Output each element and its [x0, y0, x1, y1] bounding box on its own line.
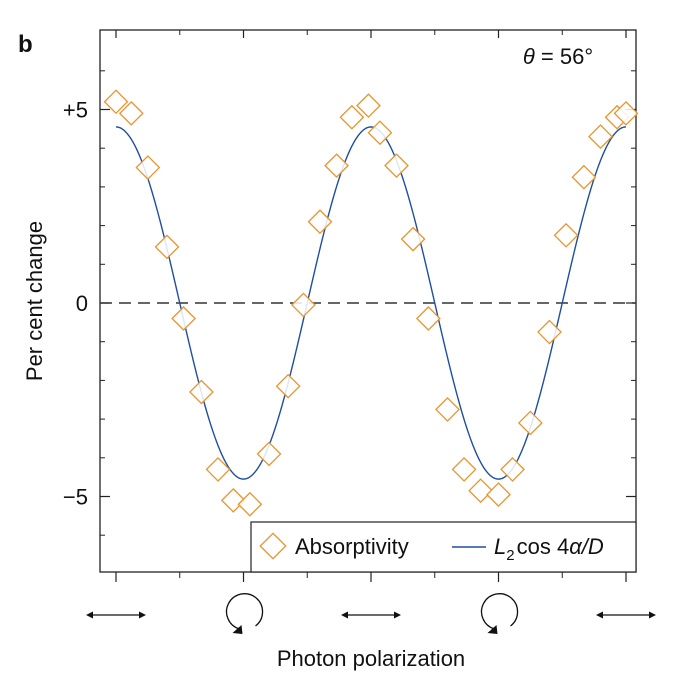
- y-tick-label: −5: [63, 485, 88, 510]
- x-ticks: [115, 30, 627, 582]
- absorptivity-point: [400, 226, 426, 252]
- absorptivity-point: [537, 319, 562, 345]
- circular-polarization-icon: [225, 593, 264, 630]
- absorptivity-point: [553, 222, 579, 248]
- theta-symbol: θ: [523, 44, 535, 69]
- absorptivity-point: [468, 478, 494, 504]
- legend-fit-subscript: 2: [506, 547, 514, 564]
- circular-arrowhead-icon: [232, 625, 243, 634]
- arrowhead-right-icon: [649, 611, 656, 619]
- y-minor-ticks: [100, 70, 636, 536]
- absorptivity-point: [500, 456, 525, 482]
- absorptivity-point: [435, 397, 460, 422]
- absorptivity-markers: [103, 89, 639, 517]
- arrowhead-left-icon: [596, 611, 603, 619]
- y-tick-label: +5: [63, 98, 88, 123]
- absorptivity-point: [324, 153, 349, 179]
- arrowhead-right-icon: [139, 611, 146, 619]
- legend: Absorptivity L2cos 4α/D: [250, 521, 637, 573]
- absorptivity-point: [189, 379, 214, 405]
- absorptivity-point: [307, 209, 333, 235]
- absorptivity-point: [339, 104, 365, 130]
- legend-fit-cos: cos 4: [517, 534, 570, 559]
- absorptivity-point: [171, 306, 196, 331]
- legend-fit-alpha: α: [569, 534, 583, 559]
- absorptivity-point: [205, 456, 231, 482]
- absorptivity-point: [237, 491, 263, 517]
- y-axis-title: Per cent change: [22, 221, 47, 381]
- theta-annotation: θ = 56°: [523, 44, 593, 69]
- absorptivity-point: [588, 124, 613, 150]
- circular-polarization-icon: [480, 593, 519, 630]
- legend-fit-L: L: [494, 534, 506, 559]
- absorptivity-point: [486, 482, 511, 507]
- legend-label-fit: L2cos 4α/D: [494, 534, 604, 564]
- absorptivity-point: [356, 93, 381, 119]
- x-tick-symbols: [86, 593, 656, 634]
- circular-arrowhead-icon: [487, 625, 498, 634]
- arrowhead-left-icon: [86, 611, 93, 619]
- y-tick-label: 0: [76, 291, 88, 316]
- absorptivity-point: [415, 306, 441, 331]
- absorptivity-point: [291, 292, 316, 318]
- legend-label-absorptivity: Absorptivity: [295, 534, 409, 559]
- absorptivity-point: [154, 234, 180, 260]
- absorptivity-point: [613, 100, 639, 126]
- absorptivity-point: [517, 410, 543, 436]
- arrowhead-right-icon: [394, 611, 401, 619]
- arrowhead-left-icon: [341, 611, 348, 619]
- absorptivity-point: [118, 100, 144, 126]
- absorptivity-point: [571, 164, 597, 190]
- legend-fit-D: /D: [580, 534, 604, 559]
- absorptivity-point: [103, 89, 129, 115]
- legend-marker-diamond: [259, 532, 287, 560]
- absorptivity-point: [384, 153, 409, 179]
- absorptivity-point: [275, 373, 301, 399]
- absorptivity-point: [220, 487, 246, 513]
- legend-box: [250, 521, 637, 573]
- panel-label: b: [18, 31, 33, 58]
- absorptivity-point: [256, 441, 282, 467]
- absorptivity-point: [135, 155, 161, 180]
- theta-value: = 56°: [535, 44, 593, 69]
- x-axis-title: Photon polarization: [277, 646, 465, 671]
- absorptivity-point: [451, 456, 477, 482]
- absorptivity-point: [367, 120, 393, 146]
- y-tick-labels: +5 0 −5: [63, 98, 88, 510]
